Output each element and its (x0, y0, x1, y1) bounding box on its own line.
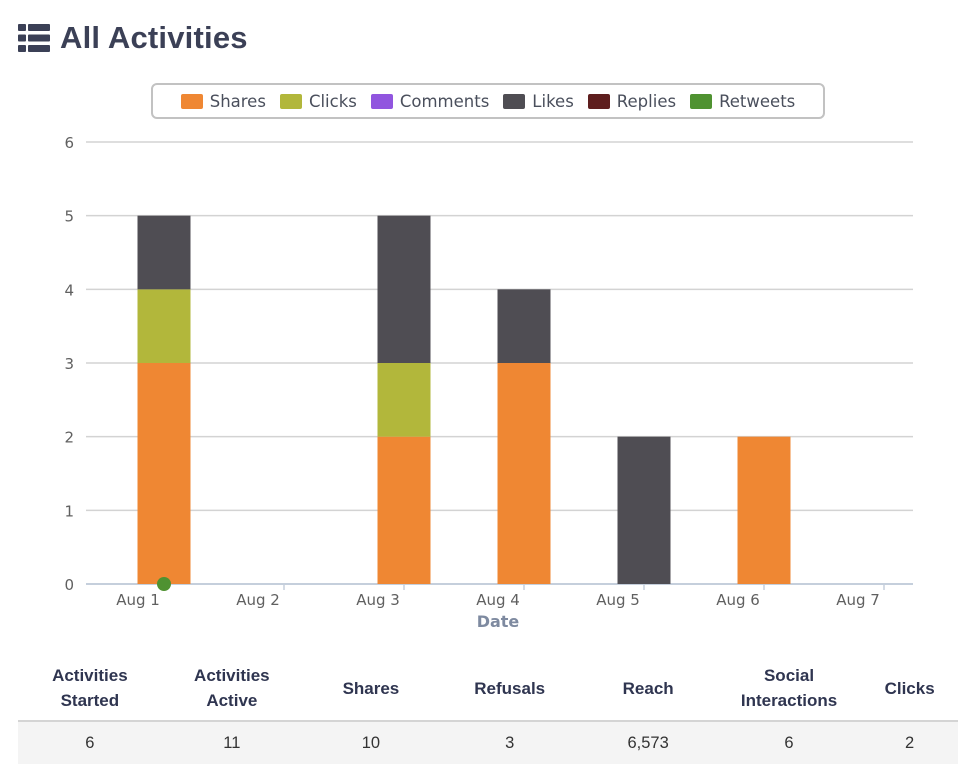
point-retweets (157, 577, 171, 591)
stats-header: Shares (301, 656, 440, 722)
legend-label: Comments (399, 91, 490, 111)
y-tick-label: 6 (64, 134, 74, 152)
legend-swatch (503, 93, 526, 109)
chart-legend: Shares Clicks Comments Likes Replies Retweets (151, 83, 825, 119)
x-tick-label: Aug 3 (356, 591, 400, 609)
legend-item-clicks[interactable]: Clicks (279, 91, 357, 111)
legend-item-likes[interactable]: Likes (503, 92, 574, 111)
bar-likes (137, 215, 191, 290)
bar-shares (137, 363, 191, 584)
bar-likes (617, 436, 671, 584)
y-tick-label: 3 (64, 355, 74, 373)
stats-header-text: Activities (52, 666, 128, 685)
y-tick-label: 1 (64, 502, 74, 520)
bar-clicks (137, 289, 191, 363)
stats-header-text: Social (763, 666, 815, 685)
legend-item-retweets[interactable]: Retweets (690, 92, 795, 111)
bar-shares (497, 363, 551, 584)
legend-item-replies[interactable]: Replies (587, 91, 677, 111)
legend-item-comments[interactable]: Comments (370, 91, 490, 111)
bar-clicks (377, 363, 431, 437)
stats-header: Social Interactions (716, 656, 862, 722)
legend-label: Clicks (308, 91, 357, 111)
list-icon (18, 24, 50, 52)
stats-header: Refusals (439, 656, 580, 722)
legend-label: Replies (616, 91, 677, 111)
x-tick-label: Aug 6 (716, 591, 760, 609)
stats-value: 10 (301, 721, 440, 764)
legend-label: Shares (209, 91, 266, 111)
x-tick-label: Aug 4 (476, 591, 520, 609)
bar-likes (377, 215, 431, 363)
legend-label: Likes (532, 91, 574, 111)
stats-header-row: Activities Started Activities Active Shares R… (18, 656, 958, 722)
stats-value: 6 (18, 721, 162, 764)
page-header: All Activities (18, 20, 248, 56)
stats-header-text: Active (206, 691, 258, 710)
legend-swatch (690, 93, 713, 109)
y-tick-label: 4 (64, 281, 74, 299)
stats-header: Clicks (861, 656, 958, 722)
stats-header-text: Clicks (884, 678, 935, 698)
bar-likes (497, 289, 551, 363)
legend-item-shares[interactable]: Shares (180, 91, 266, 111)
stats-header-text: Reach (622, 678, 674, 698)
legend-label: Retweets (719, 91, 796, 111)
legend-swatch (587, 93, 610, 109)
stats-value-row: 6 11 10 3 6,573 6 2 (18, 721, 958, 764)
x-axis-label: Date (477, 612, 520, 631)
bar-shares (377, 436, 431, 584)
x-tick-label: Aug 2 (236, 591, 280, 609)
stats-header: Reach (579, 656, 717, 722)
stats-header-text: Refusals (474, 678, 546, 698)
bar-shares (737, 436, 791, 584)
stats-header-text: Shares (342, 678, 400, 698)
y-tick-label: 5 (64, 208, 74, 226)
y-tick-label: 0 (64, 576, 74, 594)
stats-header: Activities Started (18, 656, 162, 722)
stats-header-text: Activities (194, 666, 270, 685)
legend-swatch (180, 93, 203, 109)
stats-value: 6 (716, 721, 862, 764)
x-tick-label: Aug 7 (836, 591, 880, 609)
stats-header: Activities Active (161, 656, 302, 722)
stats-header-text: Started (60, 691, 120, 710)
activities-chart: 0 1 2 3 4 5 6 Aug 1 Aug 2 Aug 3 Aug 4 Aug 5 Aug 6 Aug… (64, 134, 913, 631)
legend-swatch (279, 93, 302, 109)
stats-value: 11 (161, 721, 302, 764)
stats-header-text: Interactions (740, 691, 838, 710)
x-tick-label: Aug 5 (596, 591, 640, 609)
stats-value: 2 (861, 721, 958, 764)
stats-value: 6,573 (579, 721, 717, 764)
x-tick-label: Aug 1 (116, 591, 160, 609)
legend-swatch (370, 93, 393, 109)
page-title: All Activities (60, 20, 248, 55)
stats-table: Activities Started Activities Active Shares R… (18, 656, 958, 764)
y-tick-label: 2 (64, 429, 74, 447)
stats-value: 3 (439, 721, 580, 764)
